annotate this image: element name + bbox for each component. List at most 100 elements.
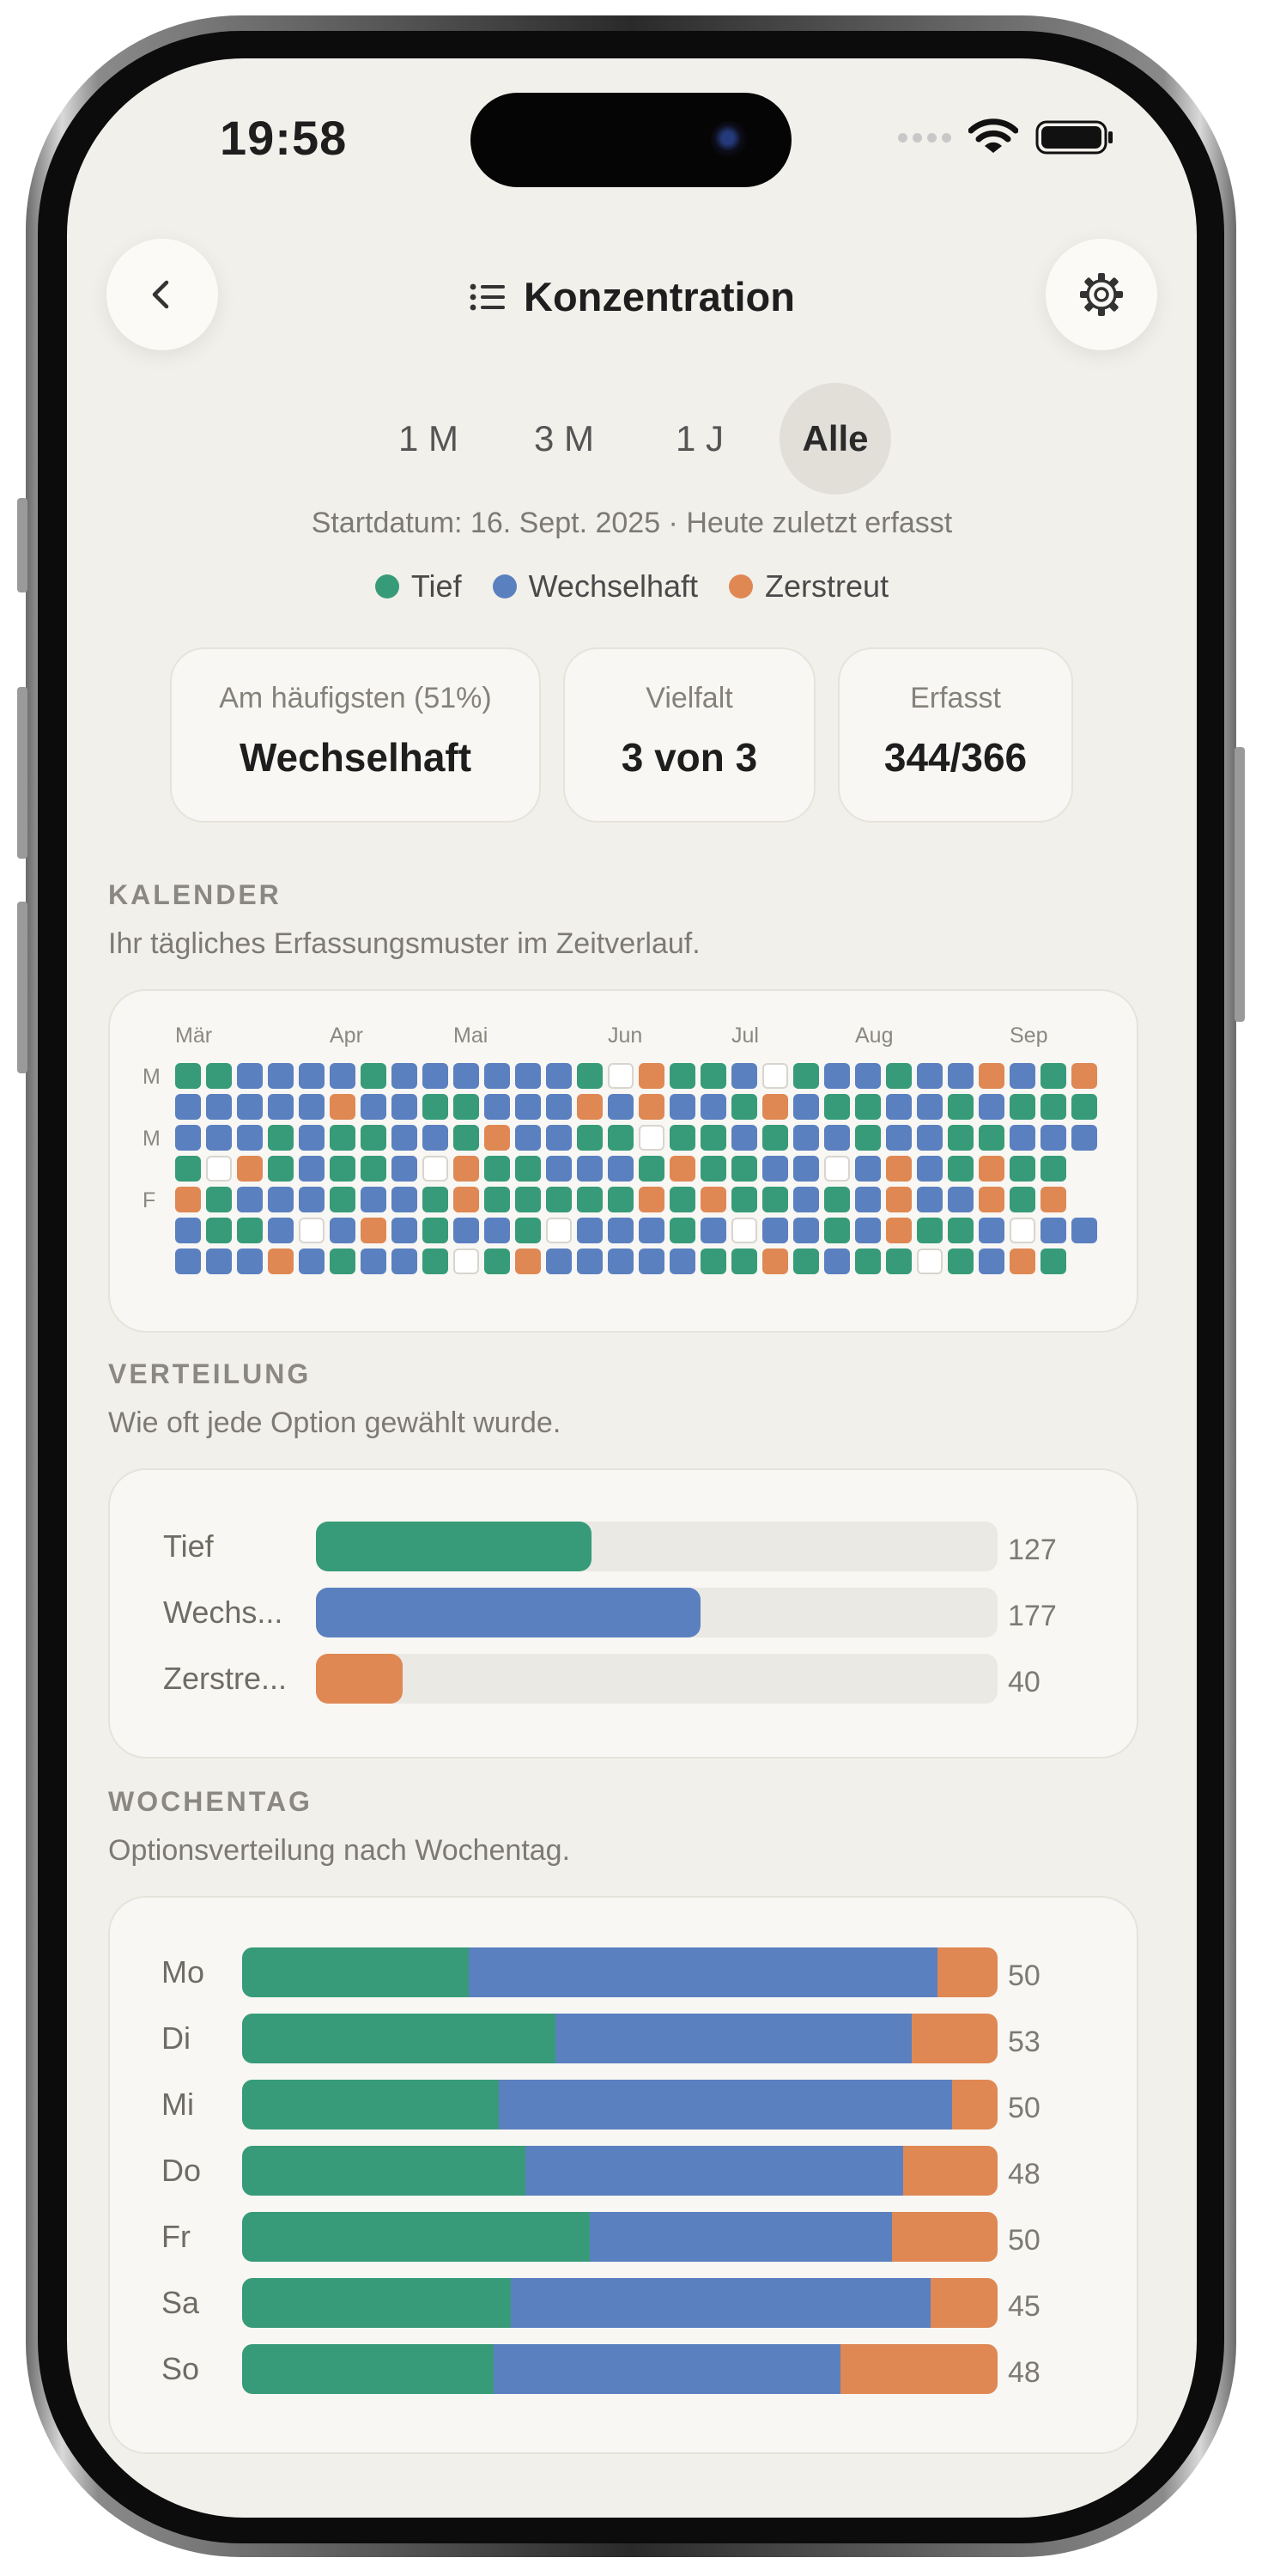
calendar-day-cell [175,1218,201,1243]
volume-up-button [17,687,27,859]
calendar-day-cell [793,1094,819,1120]
weekday-label: So [161,2351,200,2386]
weekday-card: Mo 50 Di 53 Mi 50 Do 48 Fr 50 Sa 45 So 48 [108,1896,1138,2454]
calendar-day-cell [731,1156,757,1182]
weekday-segment-tief [242,2278,511,2328]
calendar-day-cell [484,1249,510,1274]
calendar-day-cell [917,1249,943,1274]
calendar-day-cell [608,1187,634,1212]
calendar-day-cell [422,1249,448,1274]
calendar-day-cell [515,1249,541,1274]
start-date-line: Startdatum: 16. Sept. 2025 · Heute zulet… [311,507,953,539]
section-subtitle-verteilung: Wie oft jede Option gewählt wurde. [108,1406,561,1439]
calendar-day-cell [391,1125,417,1151]
calendar-day-cell [762,1187,788,1212]
calendar-day-cell [391,1063,417,1089]
calendar-day-cell [546,1125,572,1151]
calendar-day-cell [670,1218,695,1243]
calendar-day-cell [453,1156,479,1182]
calendar-day-cell [330,1094,355,1120]
calendar-day-cell [577,1156,603,1182]
calendar-day-cell [422,1156,448,1182]
distribution-label: Zerstre... [163,1661,288,1696]
calendar-day-cell [948,1156,974,1182]
calendar-day-cell [731,1249,757,1274]
calendar-day-cell [268,1063,294,1089]
calendar-day-cell [391,1218,417,1243]
calendar-day-cell [1041,1094,1066,1120]
calendar-day-cell [701,1187,726,1212]
calendar-day-cell [175,1156,201,1182]
calendar-day-cell [237,1125,263,1151]
calendar-day-cell [701,1063,726,1089]
calendar-day-cell [361,1063,386,1089]
calendar-day-cell [237,1187,263,1212]
range-1m[interactable]: 1 M [397,418,458,459]
weekday-segment-zerstreut [840,2344,998,2394]
calendar-day-cell [855,1063,881,1089]
calendar-day-cell [1041,1249,1066,1274]
calendar-day-cell [422,1094,448,1120]
settings-button[interactable] [1046,239,1157,350]
calendar-day-cell [237,1156,263,1182]
calendar-day-cell [484,1218,510,1243]
calendar-day-cell [917,1218,943,1243]
calendar-day-cell [299,1218,325,1243]
calendar-day-cell [1071,1125,1097,1151]
range-3m[interactable]: 3 M [533,418,594,459]
calendar-day-cell [206,1218,232,1243]
weekday-segment-zerstreut [930,2278,998,2328]
calendar-day-label: F [143,1188,156,1212]
calendar-day-cell [175,1094,201,1120]
calendar-month-label: Jul [731,1024,759,1048]
calendar-day-cell [1041,1218,1066,1243]
distribution-fill [316,1588,701,1637]
calendar-day-cell [762,1249,788,1274]
weekday-segment-tief [242,2080,500,2129]
calendar-day-cell [824,1063,850,1089]
weekday-segment-zerstreut [937,1947,998,1997]
weekday-count: 48 [1008,2356,1041,2389]
stat-tracked: Erfasst 344/366 [838,647,1073,823]
distribution-count: 177 [1008,1600,1057,1632]
calendar-day-cell [639,1094,664,1120]
calendar-day-cell [731,1218,757,1243]
distribution-track [316,1522,998,1571]
calendar-card: Mär Apr Mai Jun Jul Aug Sep M M F [108,989,1138,1333]
calendar-day-cell [639,1125,664,1151]
legend-item-wechselhaft: Wechselhaft [492,568,698,605]
calendar-day-cell [1010,1218,1035,1243]
calendar-day-cell [824,1218,850,1243]
calendar-day-cell [422,1218,448,1243]
list-icon [470,283,506,310]
range-all[interactable]: Alle [780,383,891,495]
calendar-day-cell [824,1187,850,1212]
section-title-verteilung: VERTEILUNG [108,1358,312,1389]
back-button[interactable] [106,239,218,350]
calendar-day-cell [917,1156,943,1182]
page-title: Konzentration [524,274,795,319]
calendar-day-cell [979,1187,1004,1212]
calendar-day-cell [484,1063,510,1089]
calendar-day-cell [175,1125,201,1151]
calendar-day-cell [577,1125,603,1151]
calendar-day-cell [639,1249,664,1274]
calendar-day-cell [361,1249,386,1274]
calendar-day-cell [299,1249,325,1274]
status-time: 19:58 [220,111,348,165]
calendar-day-cell [793,1218,819,1243]
calendar-day-cell [453,1125,479,1151]
weekday-count: 45 [1008,2290,1041,2323]
calendar-day-cell [639,1063,664,1089]
weekday-segment-tief [242,2146,525,2196]
calendar-day-cell [948,1063,974,1089]
calendar-day-cell [237,1218,263,1243]
volume-down-button [17,902,27,1073]
range-1y[interactable]: 1 J [675,418,725,459]
weekday-bar [242,2080,998,2129]
calendar-day-cell [948,1094,974,1120]
weekday-label: Mo [161,1954,205,1990]
calendar-day-cell [237,1249,263,1274]
calendar-day-cell [206,1125,232,1151]
calendar-day-cell [577,1218,603,1243]
